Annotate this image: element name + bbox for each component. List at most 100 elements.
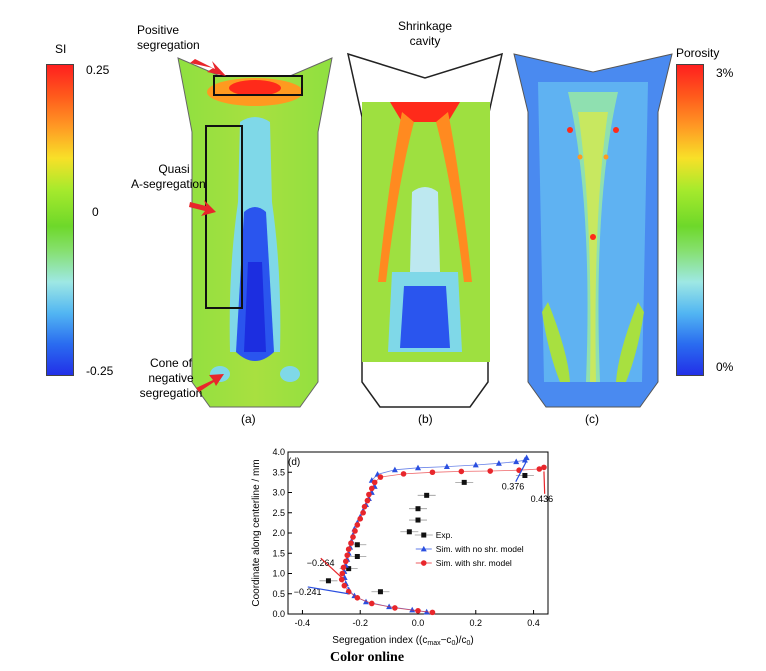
sim-no-shr-point (513, 458, 520, 465)
sim-shr-point (348, 540, 354, 546)
sim-shr-point (360, 509, 366, 516)
sim-shr-point (458, 468, 465, 475)
y-tick-label: 1.5 (272, 548, 285, 558)
annotation-cone-3: segregation (139, 386, 203, 400)
sim-shr-point (429, 609, 436, 616)
exp-point (421, 532, 427, 538)
exp-point (346, 566, 352, 572)
annotation-label: 0.376 (502, 482, 525, 492)
annotation-positive-2: segregation (137, 38, 200, 52)
x-tick-label: -0.4 (295, 618, 311, 628)
legend-label: Sim. with shr. model (436, 558, 512, 568)
chart-annotation: −0.264 (307, 557, 343, 578)
xlabel-part-1: Segregation index ((c (332, 635, 427, 646)
chart-annotation: −0.241 (294, 586, 349, 597)
exp-point (522, 472, 528, 478)
annotation-shrinkage-1: Shrinkage (397, 19, 453, 33)
panel-b-label: (b) (418, 412, 433, 426)
x-tick-label: 0.2 (470, 618, 483, 628)
exp-point (461, 479, 467, 485)
y-tick-label: 2.5 (272, 508, 285, 518)
figure-caption: Color online (330, 650, 405, 665)
annotation-shrinkage-2: cavity (409, 34, 441, 48)
exp-point (354, 553, 360, 559)
legend-entry: Sim. with shr. model (415, 558, 512, 568)
panel-a-colorbar (46, 64, 74, 376)
xlabel-part-2: −c (441, 635, 452, 646)
sim-shr-point (400, 471, 407, 477)
sim-shr-point (345, 546, 352, 552)
sim-shr-point (536, 466, 543, 472)
sim-no-shr-point (443, 463, 450, 469)
y-tick-label: 4.0 (272, 447, 285, 457)
sim-shr-point (354, 522, 361, 528)
annotation-quasi-2: A-segregation (131, 177, 206, 191)
arrow-positive (190, 59, 226, 76)
sim-shr-point (420, 560, 427, 566)
sim-no-shr-point (391, 466, 398, 473)
sim-shr-point (340, 564, 347, 571)
panel-a-tick-mid: 0 (92, 205, 99, 219)
sim-shr-point (487, 468, 494, 474)
y-tick-label: 0.5 (272, 589, 285, 599)
sim-shr-point (339, 570, 346, 577)
panel-a-simulation (177, 57, 333, 408)
panel-c-tick-bottom: 0% (716, 360, 734, 374)
panel-b-simulation (346, 52, 504, 408)
exp-point (406, 529, 412, 535)
xlabel-part-3: )/c (455, 635, 466, 646)
annotation-arrow (320, 557, 343, 578)
annotation-label: −0.241 (294, 587, 322, 597)
y-tick-label: 3.0 (272, 488, 285, 498)
sim-shr-point (364, 497, 371, 504)
sim-no-shr-point (495, 460, 502, 466)
exp-point (325, 578, 331, 584)
panel-a-colorbar-title: SI (55, 42, 67, 56)
exp-point (377, 589, 383, 595)
chart-panel-label: (d) (288, 457, 300, 468)
xlabel-sub-0a: 0 (451, 640, 455, 647)
arrow-cone (196, 374, 224, 392)
panel-a-tick-top: 0.25 (86, 63, 110, 77)
sim-no-shr-point (523, 454, 530, 461)
annotation-arrow (543, 471, 546, 494)
chart-annotation: 0.376 (502, 460, 528, 492)
exp-point (415, 517, 421, 523)
y-tick-label: 2.0 (272, 528, 285, 538)
panel-c-tick-top: 3% (716, 66, 734, 80)
legend-label: Exp. (436, 530, 453, 540)
sim-shr-point (352, 528, 358, 534)
panel-c-colorbar (676, 64, 704, 376)
y-tick-label: 3.5 (272, 467, 285, 477)
exp-point (354, 542, 360, 548)
sim-shr-point (377, 474, 384, 480)
arrow-quasi (189, 200, 216, 216)
series-2 (338, 464, 547, 616)
annotation-label: −0.264 (307, 558, 335, 568)
panel-c-simulation (513, 53, 673, 408)
sim-shr-point (357, 516, 364, 522)
sim-no-shr-point (472, 461, 479, 468)
xlabel-sub-max: max (427, 640, 441, 647)
panel-c-colorbar-title: Porosity (676, 46, 720, 60)
segregation-chart: -0.4 -0.2 0.0 0.2 0.4 0.0 0.5 1.0 1.5 2.0 2.5 3.0 3.… (251, 447, 553, 647)
sim-shr-point (366, 491, 372, 498)
panel-a-tick-bottom: -0.25 (86, 364, 114, 378)
x-tick-label: -0.2 (352, 618, 368, 628)
sim-shr-point (341, 582, 348, 589)
sim-shr-point (541, 464, 547, 471)
annotation-arrow (307, 586, 349, 595)
sim-shr-point (342, 558, 349, 565)
sim-shr-point (415, 607, 421, 614)
sim-shr-point (368, 600, 375, 607)
sim-shr-point (429, 469, 436, 476)
legend-label: Sim. with no shr. model (436, 544, 524, 554)
chart-y-axis-label: Coordinate along centerline / mm (251, 459, 262, 606)
sim-shr-point (368, 485, 375, 492)
sim-no-shr-point (386, 603, 393, 610)
x-tick-label: 0.0 (412, 618, 425, 628)
sim-no-shr-point (420, 545, 427, 552)
xlabel-part-4: ) (470, 635, 473, 646)
annotation-cone-2: negative (148, 371, 194, 385)
